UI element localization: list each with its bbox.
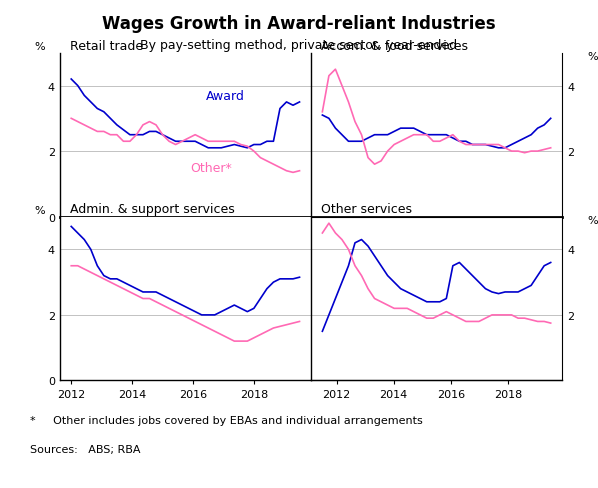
Text: By pay-setting method, private sector, year-ended: By pay-setting method, private sector, y… <box>141 39 457 52</box>
Y-axis label: %: % <box>587 52 597 62</box>
Text: Other*: Other* <box>190 162 232 174</box>
Text: Other services: Other services <box>321 203 412 216</box>
Y-axis label: %: % <box>587 216 597 225</box>
Text: *     Other includes jobs covered by EBAs and individual arrangements: * Other includes jobs covered by EBAs an… <box>30 415 423 425</box>
Y-axis label: %: % <box>35 205 45 216</box>
Text: Accom. & food services: Accom. & food services <box>321 40 468 53</box>
Text: Admin. & support services: Admin. & support services <box>70 203 234 216</box>
Y-axis label: %: % <box>35 42 45 52</box>
Text: Retail trade: Retail trade <box>70 40 143 53</box>
Text: Sources:   ABS; RBA: Sources: ABS; RBA <box>30 444 141 454</box>
Text: Wages Growth in Award-reliant Industries: Wages Growth in Award-reliant Industries <box>102 15 496 33</box>
Text: Award: Award <box>206 89 245 102</box>
